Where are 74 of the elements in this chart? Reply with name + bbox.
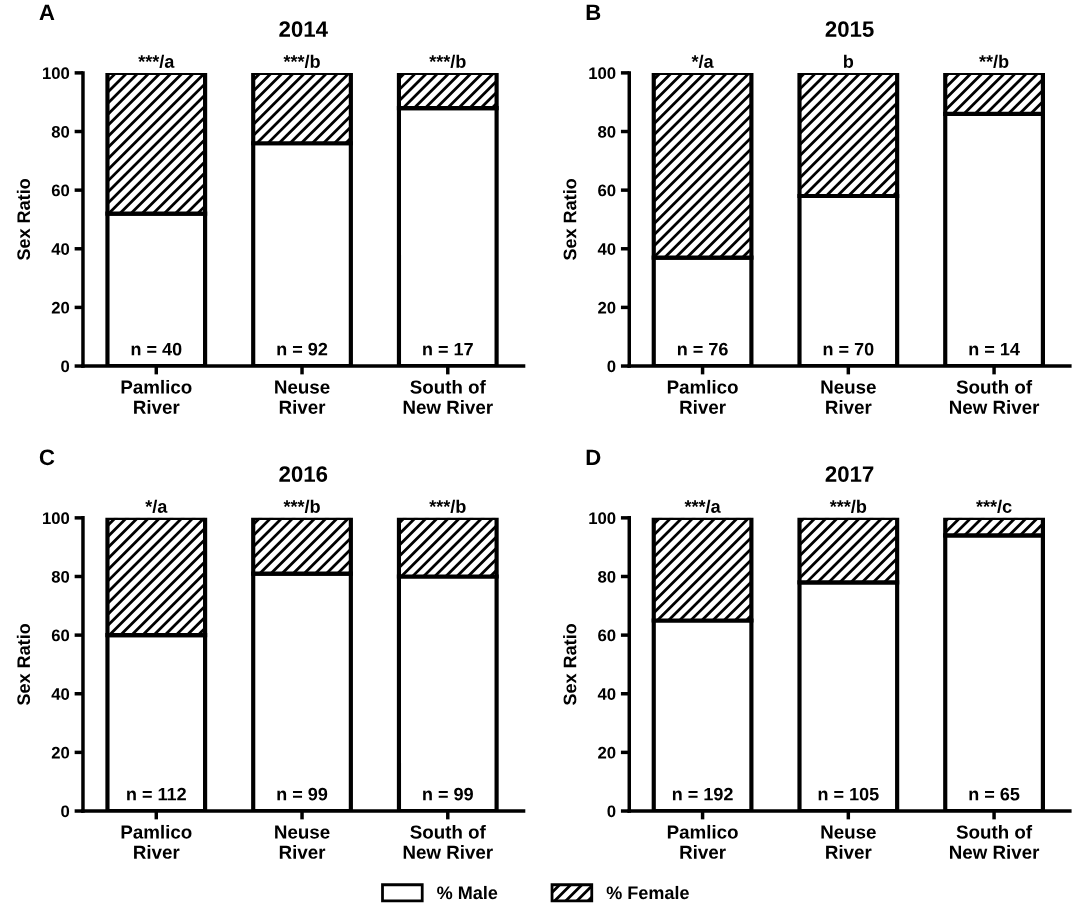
y-tick-label: 100 <box>589 67 616 80</box>
y-tick-label: 20 <box>598 746 616 759</box>
annotation: n = 76 <box>677 342 728 356</box>
annotation: n = 99 <box>423 787 473 801</box>
annotation: b <box>844 54 854 68</box>
y-tick-label: 20 <box>598 301 616 314</box>
x-tick-label: Pamlico River <box>667 379 738 414</box>
annotation: ***/b <box>429 54 466 69</box>
y-tick-label: 80 <box>598 570 616 583</box>
chart-title: 2014 <box>279 21 328 37</box>
y-tick-label: 40 <box>597 243 616 255</box>
annotation: n = 92 <box>277 342 328 356</box>
x-tick-label: Pamlico River <box>121 824 192 859</box>
annotation: */a <box>145 499 168 514</box>
y-tick-label: 0 <box>61 805 70 818</box>
y-axis-title: Sex Ratio <box>563 179 577 261</box>
annotation: ***/b <box>429 499 466 514</box>
annotation: n = 112 <box>127 787 186 801</box>
y-axis-title: Sex Ratio <box>563 624 577 706</box>
y-tick-label: 100 <box>589 512 616 525</box>
y-tick-label: 60 <box>51 629 70 642</box>
y-tick-label: 0 <box>61 360 70 373</box>
y-tick-label: 40 <box>51 688 70 700</box>
y-tick-label: 40 <box>597 688 616 700</box>
text: A <box>39 4 55 20</box>
annotation: ***/a <box>684 499 721 514</box>
annotation: ***/a <box>138 54 175 69</box>
text: D <box>586 449 601 465</box>
y-tick-label: 60 <box>598 184 616 197</box>
y-tick-label: 80 <box>51 125 70 138</box>
annotation: n = 17 <box>423 342 473 356</box>
annotation: n = 14 <box>969 342 1020 356</box>
x-tick-label: Pamlico River <box>667 824 738 859</box>
annotation: n = 105 <box>818 787 879 801</box>
x-tick-label: South of New River <box>949 379 1040 414</box>
x-tick-label: South of New River <box>949 824 1040 859</box>
annotation: ***/b <box>283 54 320 69</box>
annotation: n = 65 <box>969 787 1020 801</box>
x-tick-label: Neuse River <box>821 380 876 414</box>
chart-title: 2015 <box>825 21 874 37</box>
y-tick-label: 20 <box>51 746 70 759</box>
chart-title: 2017 <box>825 466 874 482</box>
annotation: n = 40 <box>131 342 182 356</box>
y-tick-label: 0 <box>607 360 616 373</box>
y-tick-label: 80 <box>598 125 616 138</box>
y-tick-label: 40 <box>51 243 70 255</box>
x-tick-label: South of New River <box>403 824 493 859</box>
y-tick-label: 60 <box>598 629 616 642</box>
y-tick-label: 80 <box>51 570 70 583</box>
y-tick-label: 100 <box>43 67 70 80</box>
y-tick-label: 0 <box>607 805 616 818</box>
legend-label: % Female <box>606 885 689 900</box>
annotation: ***/b <box>283 499 320 514</box>
annotation: ***/c <box>976 499 1012 514</box>
y-tick-label: 60 <box>51 184 70 197</box>
annotation: **/b <box>979 54 1009 69</box>
x-tick-label: Neuse River <box>821 825 876 859</box>
annotation: n = 70 <box>823 342 874 356</box>
chart-title: 2016 <box>279 466 328 482</box>
y-tick-label: 100 <box>43 512 70 525</box>
y-tick-label: 20 <box>51 301 70 314</box>
annotation: n = 192 <box>672 787 733 801</box>
annotation: ***/b <box>829 499 867 514</box>
y-axis-title: Sex Ratio <box>16 179 31 261</box>
x-tick-label: Neuse River <box>275 380 330 414</box>
annotation: n = 99 <box>277 787 328 801</box>
x-tick-label: Neuse River <box>275 825 330 859</box>
annotation: */a <box>691 54 714 69</box>
text: B <box>586 4 601 20</box>
text: C <box>39 449 55 466</box>
x-tick-label: South of New River <box>403 379 493 414</box>
legend-label: % Male <box>437 885 498 900</box>
y-axis-title: Sex Ratio <box>16 624 31 706</box>
x-tick-label: Pamlico River <box>121 379 192 414</box>
